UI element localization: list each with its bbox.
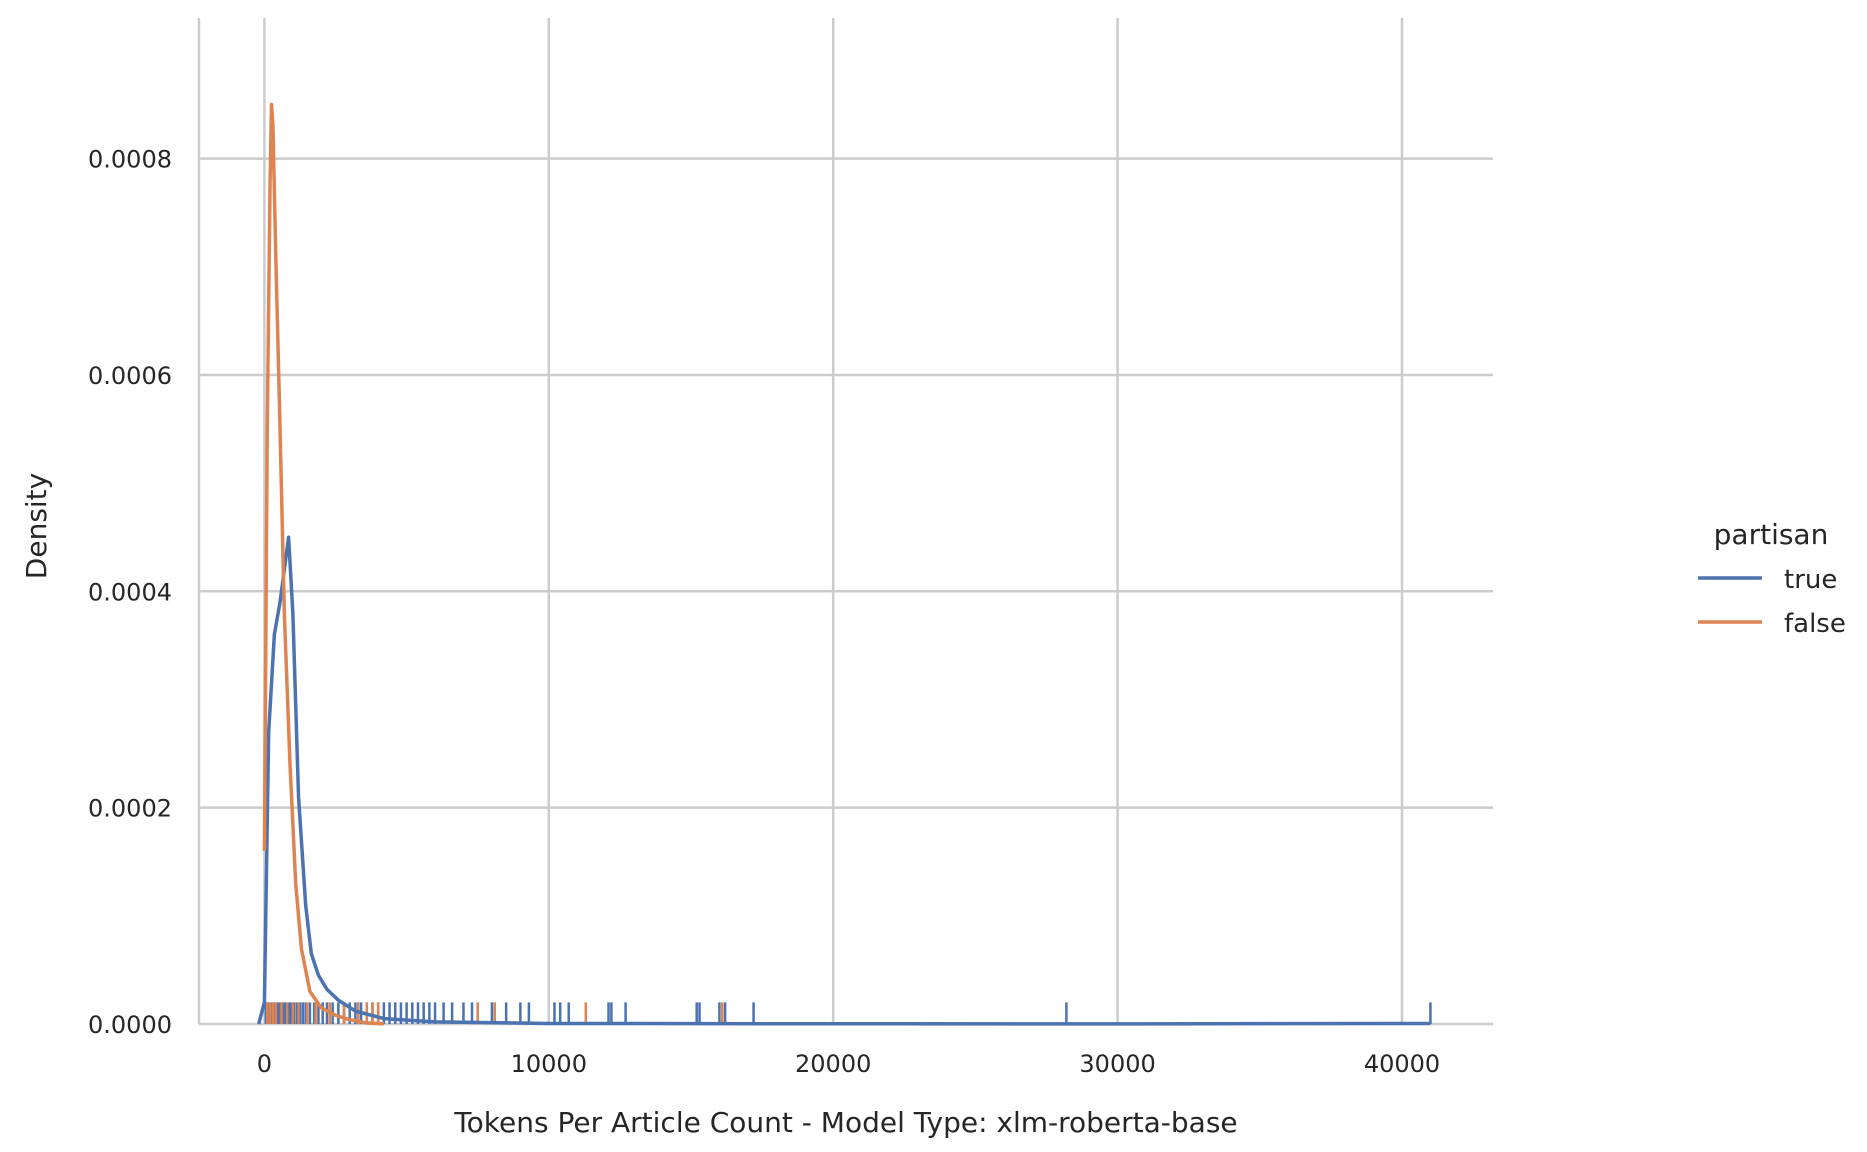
y-tick-label: 0.0002 [88, 795, 172, 823]
legend: partisan true false [1698, 518, 1846, 639]
y-tick-label: 0.0000 [88, 1011, 172, 1039]
axis-spines [197, 18, 1493, 1026]
x-tick-label: 20000 [795, 1050, 871, 1078]
x-tick-label: 0 [257, 1050, 272, 1078]
x-tick-label: 30000 [1079, 1050, 1155, 1078]
y-tick-label: 0.0004 [88, 578, 172, 606]
kde-curve-false [262, 102, 384, 1026]
x-tick-labels: 0 10000 20000 30000 40000 [257, 1050, 1440, 1078]
y-axis-label: Density [20, 473, 53, 579]
y-tick-label: 0.0006 [88, 362, 172, 390]
legend-item-false: false [1698, 609, 1846, 639]
kde-curve-true [257, 535, 1431, 1026]
density-curves [257, 102, 1431, 1026]
grid [199, 18, 1493, 1024]
legend-item-true: true [1698, 565, 1837, 595]
x-axis-label: Tokens Per Article Count - Model Type: x… [453, 1106, 1237, 1139]
legend-label-false: false [1784, 609, 1846, 639]
legend-title: partisan [1714, 518, 1829, 551]
x-tick-label: 10000 [511, 1050, 587, 1078]
legend-label-true: true [1784, 565, 1837, 595]
y-tick-label: 0.0008 [88, 146, 172, 174]
y-tick-labels: 0.0000 0.0002 0.0004 0.0006 0.0008 [88, 146, 172, 1039]
x-tick-label: 40000 [1364, 1050, 1440, 1078]
